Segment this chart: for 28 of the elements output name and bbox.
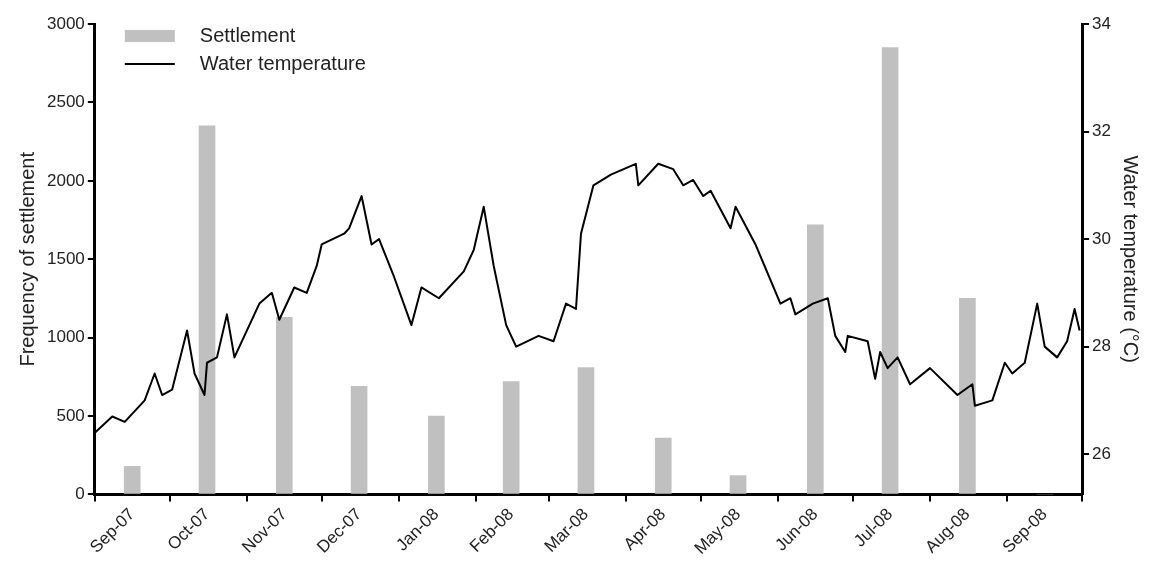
bar	[959, 298, 976, 494]
y-tick-label: 500	[56, 405, 85, 425]
y-tick-label: 1000	[46, 327, 85, 347]
y-tick-label: 2000	[46, 170, 85, 190]
bar	[198, 125, 216, 494]
y-tick-label: 2500	[46, 92, 85, 112]
y-tick-label: 1500	[46, 248, 85, 268]
bar	[123, 465, 141, 494]
y2-tick-label: 28	[1092, 336, 1112, 356]
y2-tick-label: 34	[1092, 13, 1112, 33]
bar	[428, 415, 445, 494]
y-axis-title: Frequency of settlement	[15, 151, 38, 367]
y2-tick-label: 26	[1092, 443, 1112, 463]
y2-tick-label: 30	[1092, 228, 1112, 248]
legend-label: Water temperature	[199, 51, 366, 74]
y2-axis-title: Water temperature (°C)	[1120, 155, 1143, 363]
y-tick-label: 0	[75, 484, 85, 504]
bar	[729, 475, 747, 494]
bar	[502, 381, 520, 494]
bar	[577, 367, 595, 494]
bar	[881, 47, 899, 494]
y-tick-label: 3000	[46, 13, 85, 33]
y2-tick-label: 32	[1092, 121, 1112, 141]
legend-label: Settlement	[199, 23, 296, 46]
bar	[654, 437, 672, 494]
bar	[807, 224, 824, 494]
bar	[275, 316, 293, 494]
bar	[350, 385, 368, 494]
